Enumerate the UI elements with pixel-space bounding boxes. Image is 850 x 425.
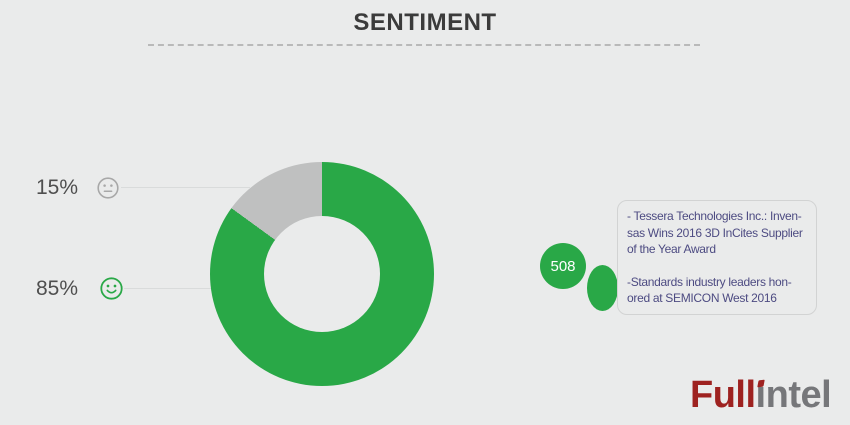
headlines-callout: - Tessera Technologies Inc.: Inven- sas … [617, 200, 817, 315]
positive-pct-label: 85% [35, 277, 78, 300]
title-divider [148, 44, 700, 46]
neutral-connector-line [121, 187, 250, 188]
donut-chart [210, 162, 434, 386]
logo-text-full: Full [690, 374, 756, 416]
smiley-face-icon [100, 277, 123, 300]
logo-letter-i: ı [755, 374, 767, 417]
page-title: SENTIMENT [353, 9, 497, 36]
fullintel-logo: Fullı ntel [690, 374, 832, 417]
logo-text-ntel: ntel [765, 374, 832, 416]
logo-red-dot [756, 379, 765, 388]
headline-paragraph-1: - Tessera Technologies Inc.: Inven- sas … [627, 209, 803, 256]
donut-hole [264, 216, 380, 332]
positive-connector-line [124, 288, 213, 289]
neutral-pct-label: 15% [35, 176, 78, 199]
mention-count-badge: 508 [540, 243, 586, 289]
badge-connector-line [587, 265, 618, 311]
neutral-face-icon [97, 177, 119, 199]
logo-i-base: ı [755, 374, 767, 416]
headline-paragraph-2: -Standards industry leaders hon- ored at… [627, 274, 792, 306]
